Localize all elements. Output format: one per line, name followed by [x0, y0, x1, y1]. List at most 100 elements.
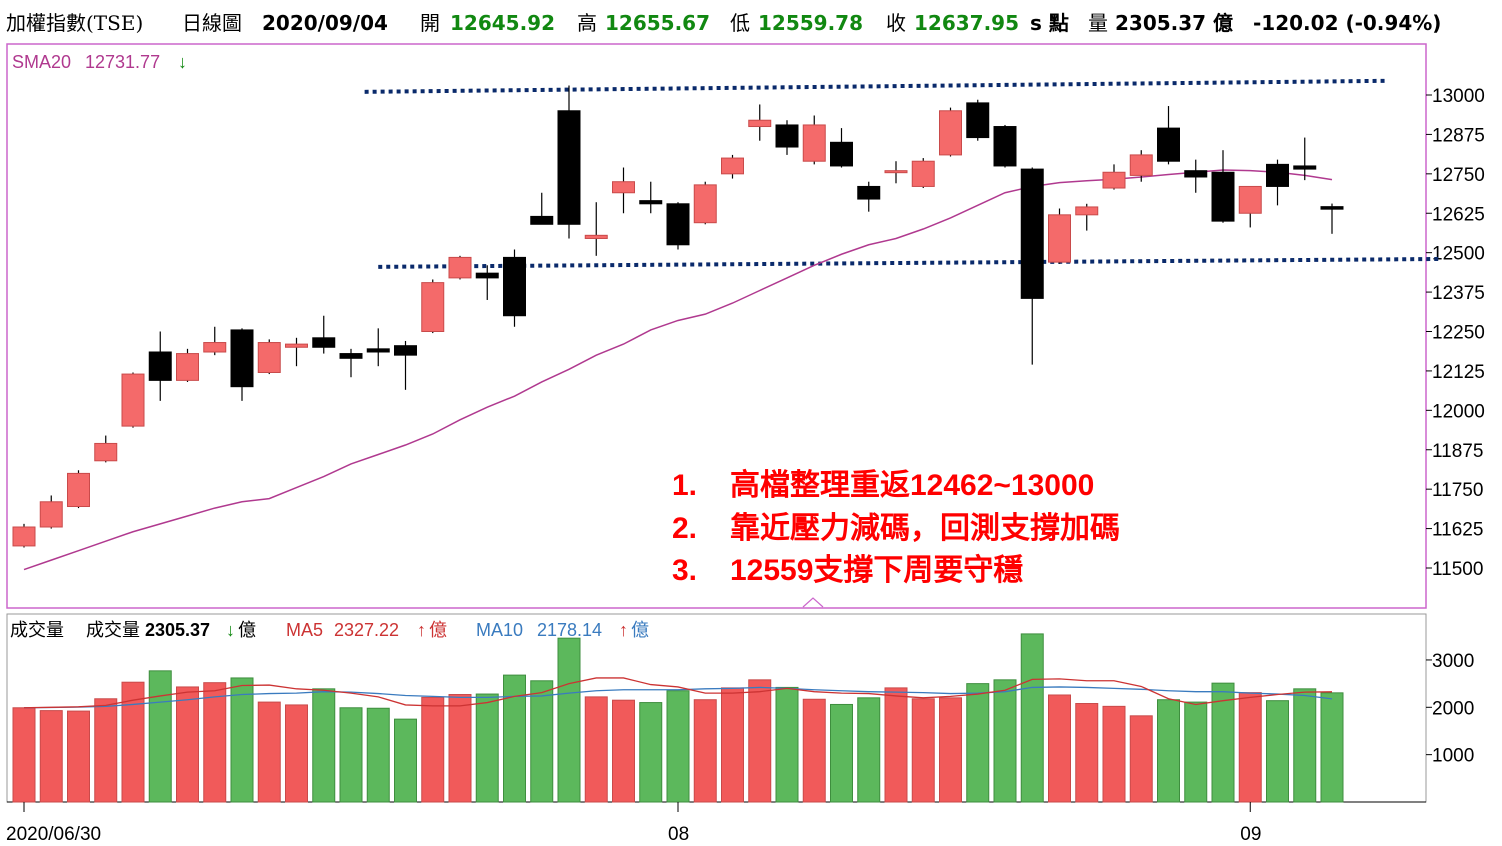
- date-axis: 2020/06/30 08 09: [6, 802, 1261, 845]
- volume-bar: [1020, 633, 1044, 803]
- volume-bar: [475, 693, 499, 803]
- candle-body: [557, 110, 581, 225]
- volume-bar: [339, 707, 363, 803]
- date-tick-label: 09: [1240, 824, 1261, 845]
- candle-body: [94, 442, 118, 462]
- candle-body: [312, 337, 336, 348]
- note-3-number: 3.: [672, 554, 697, 587]
- volume-tick-label: 1000: [1432, 746, 1474, 767]
- candle-body: [1129, 154, 1153, 176]
- price-tick-label: 12750: [1432, 165, 1485, 186]
- volume-legend-label: 成交量: [86, 620, 140, 640]
- candle: [67, 470, 90, 509]
- candle: [421, 279, 445, 334]
- unit-label: s 點: [1030, 11, 1069, 35]
- open-label: 開: [420, 11, 440, 35]
- candle: [448, 255, 472, 280]
- ma5-legend-unit: 億: [429, 620, 447, 640]
- volume-bar: [1211, 682, 1235, 803]
- ma10-legend-label: MA10: [476, 620, 523, 640]
- low-label: 低: [730, 11, 750, 35]
- volume-bar: [121, 681, 145, 803]
- candle-body: [530, 215, 554, 225]
- volume-bar: [666, 690, 690, 803]
- candle: [475, 265, 499, 300]
- volume-ma5-line: [23, 677, 1333, 709]
- candle: [612, 167, 635, 214]
- note-1-number: 1.: [672, 469, 697, 502]
- volume-panel-title: 成交量: [10, 620, 64, 640]
- volume-bar: [993, 679, 1017, 803]
- panel-marker-icon: [802, 597, 824, 608]
- volume-bar: [1048, 694, 1071, 803]
- annotation-notes: 1. 高檔整理重返12462~13000 2. 靠近壓力減碼，回測支撐加碼 3.…: [672, 469, 1120, 587]
- volume-bar: [966, 683, 990, 803]
- close-value: 12637.95: [914, 11, 1019, 35]
- sma-value: 12731.77: [85, 52, 160, 72]
- candle: [1238, 185, 1262, 228]
- candle-body: [1048, 214, 1071, 263]
- volume-bar: [230, 677, 254, 803]
- volume-bar: [12, 707, 36, 803]
- candles-layer: [12, 85, 1344, 548]
- price-tick-label: 12625: [1432, 204, 1485, 225]
- price-tick-label: 12375: [1432, 283, 1485, 304]
- sma-legend: SMA20 12731.77 ↓: [12, 52, 187, 72]
- candle: [993, 124, 1017, 168]
- candle: [285, 337, 308, 367]
- candle-body: [939, 110, 962, 156]
- note-1-text: 高檔整理重返12462~13000: [730, 469, 1094, 502]
- volume-value: 2305.37 億: [1115, 11, 1233, 35]
- candle-body: [1075, 206, 1099, 216]
- change-value: -120.02 (-0.94%): [1253, 11, 1441, 35]
- candle-body: [1266, 163, 1289, 187]
- candle-body: [1020, 168, 1044, 299]
- note-2-text: 靠近壓力減碼，回測支撐加碼: [730, 512, 1120, 545]
- candle-body: [230, 329, 254, 388]
- candle-body: [993, 126, 1017, 167]
- candle: [1266, 159, 1289, 206]
- volume-bar: [530, 680, 554, 803]
- candle-body: [503, 256, 526, 317]
- quote-header: 加權指數(TSE) 日線圖 2020/09/04 開 12645.92 高 12…: [6, 11, 1441, 35]
- candle-body: [612, 181, 635, 194]
- candle-body: [176, 353, 199, 381]
- price-axis: 11500 11625 11750 11875 12000 12125 12250 12375…: [1426, 86, 1485, 580]
- candle-body: [394, 345, 417, 356]
- low-value: 12559.78: [758, 11, 863, 35]
- volume-down-arrow-icon: ↓: [226, 620, 235, 640]
- price-tick-label: 12000: [1432, 401, 1485, 422]
- candle: [530, 192, 554, 225]
- candle: [1184, 159, 1208, 193]
- candle-body: [1157, 127, 1180, 162]
- volume-bar: [1157, 699, 1180, 803]
- period-label: 日線圖: [182, 11, 242, 35]
- volume-tick-label: 3000: [1432, 651, 1474, 672]
- candle-body: [1211, 171, 1235, 222]
- candle: [884, 161, 908, 184]
- volume-ma10-line: [23, 686, 1333, 709]
- ma5-legend-value: 2327.22: [334, 620, 399, 640]
- price-tick-label: 11750: [1432, 480, 1483, 501]
- price-tick-label: 12500: [1432, 244, 1485, 265]
- candle: [203, 326, 227, 356]
- close-label: 收: [886, 11, 906, 35]
- price-tick-label: 11500: [1432, 559, 1483, 580]
- volume-bar: [94, 698, 118, 803]
- candle: [693, 181, 717, 225]
- volume-bar: [884, 687, 908, 803]
- volume-bar: [830, 703, 853, 803]
- ma10-legend-unit: 億: [631, 620, 649, 640]
- candle: [748, 104, 772, 141]
- candle-body: [257, 342, 281, 373]
- volume-bars-layer: [12, 633, 1344, 803]
- candle: [1102, 164, 1126, 190]
- candle-body: [884, 170, 908, 174]
- volume-bar: [1238, 692, 1262, 803]
- volume-bar: [557, 637, 581, 803]
- candle-body: [802, 124, 826, 162]
- candle: [1157, 106, 1180, 165]
- candle-body: [721, 157, 744, 175]
- volume-bar: [1075, 703, 1099, 803]
- volume-bar: [448, 694, 472, 803]
